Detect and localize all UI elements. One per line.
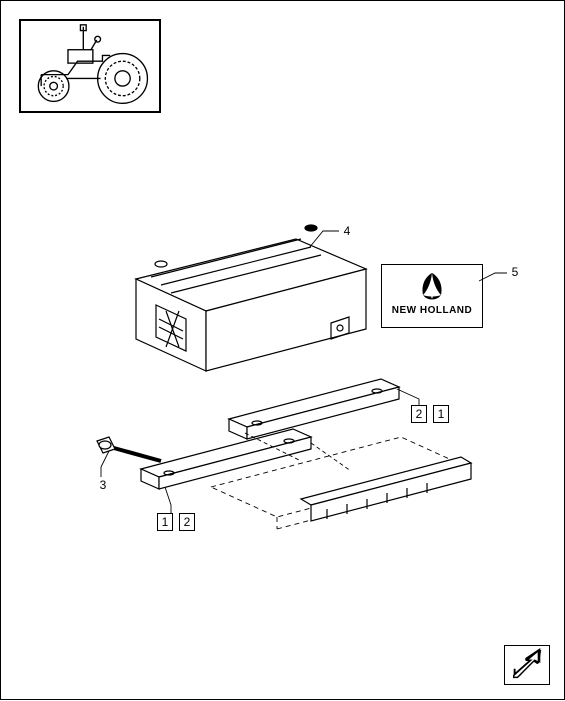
page: 4 5 3 2 1 1 2 NEW HOLLAND <box>0 0 565 700</box>
callout-1-right: 1 <box>433 405 449 423</box>
brand-leaf-icon <box>413 271 451 303</box>
callout-4: 4 <box>339 223 355 241</box>
part-battery <box>136 225 366 371</box>
callout-2-left: 2 <box>179 513 195 531</box>
parts-diagram <box>1 1 565 701</box>
arrow-up-right-icon <box>505 646 549 684</box>
nav-next-button[interactable] <box>504 645 550 685</box>
callout-3: 3 <box>95 477 111 495</box>
callout-1-left: 1 <box>157 513 173 531</box>
brand-badge: NEW HOLLAND <box>381 264 483 328</box>
part-bolt <box>97 437 161 461</box>
part-rail <box>301 457 471 521</box>
brand-label: NEW HOLLAND <box>382 305 482 316</box>
part-bracket-left <box>141 429 311 489</box>
callout-2-right: 2 <box>411 405 427 423</box>
part-bracket-right <box>229 379 399 439</box>
callout-5: 5 <box>507 264 523 282</box>
